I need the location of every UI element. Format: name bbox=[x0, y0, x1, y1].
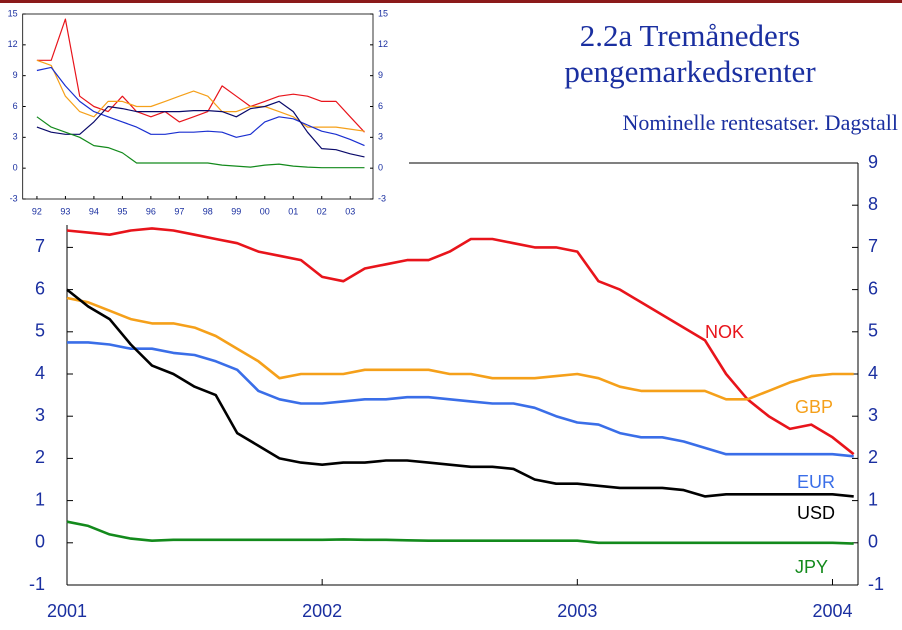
x-tick-label: 2002 bbox=[302, 601, 342, 621]
y2-tick-label: 3 bbox=[868, 405, 878, 425]
y2-tick-label: 3 bbox=[378, 132, 383, 142]
y-tick-label: 15 bbox=[8, 8, 18, 18]
series-line bbox=[67, 341, 854, 458]
series-line bbox=[66, 296, 854, 401]
y-tick-label: 6 bbox=[35, 278, 45, 298]
y2-tick-label: 6 bbox=[378, 101, 383, 111]
x-tick-label: 96 bbox=[146, 206, 156, 216]
y2-tick-label: 7 bbox=[868, 236, 878, 256]
series-line bbox=[36, 100, 365, 158]
y-tick-label: -3 bbox=[10, 193, 18, 203]
y2-tick-label: 9 bbox=[868, 152, 878, 172]
x-tick-label: 99 bbox=[231, 206, 241, 216]
series-label: JPY bbox=[795, 557, 828, 577]
x-tick-label: 94 bbox=[89, 206, 99, 216]
y2-tick-label: 0 bbox=[378, 163, 383, 173]
series-label: GBP bbox=[795, 397, 833, 417]
y-tick-label: 1 bbox=[35, 489, 45, 509]
series-line bbox=[36, 18, 365, 133]
x-tick-label: 03 bbox=[345, 206, 355, 216]
y2-tick-label: 5 bbox=[868, 321, 878, 341]
y-tick-label: -1 bbox=[29, 574, 45, 594]
y2-tick-label: 4 bbox=[868, 363, 878, 383]
x-tick-label: 93 bbox=[60, 206, 70, 216]
x-tick-label: 2004 bbox=[812, 601, 852, 621]
x-tick-label: 2001 bbox=[47, 601, 87, 621]
y2-tick-label: 1 bbox=[868, 489, 878, 509]
y-tick-label: 3 bbox=[13, 132, 18, 142]
y-tick-label: 0 bbox=[35, 532, 45, 552]
y2-tick-label: 0 bbox=[868, 532, 878, 552]
x-tick-label: 2003 bbox=[557, 601, 597, 621]
x-tick-label: 97 bbox=[174, 206, 184, 216]
y-tick-label: 7 bbox=[35, 236, 45, 256]
x-tick-label: 92 bbox=[32, 206, 42, 216]
y2-tick-label: 9 bbox=[378, 70, 383, 80]
top-bar bbox=[0, 0, 902, 3]
series-line bbox=[66, 520, 854, 545]
chart-title: 2.2a Tremåneders pengemarkedsrenter bbox=[564, 18, 816, 89]
y2-tick-label: -3 bbox=[378, 193, 386, 203]
series-line bbox=[66, 227, 855, 456]
x-tick-label: 95 bbox=[117, 206, 127, 216]
y-tick-label: 0 bbox=[13, 163, 18, 173]
title-box: 2.2a Tremåneders pengemarkedsrenter bbox=[470, 18, 902, 90]
y2-tick-label: 6 bbox=[868, 278, 878, 298]
chart-subtitle: Nominelle rentesatser. Dagstall bbox=[622, 110, 898, 135]
y2-tick-label: 8 bbox=[868, 194, 878, 214]
series-line bbox=[36, 116, 365, 169]
series-line bbox=[36, 66, 365, 147]
x-tick-label: 01 bbox=[288, 206, 298, 216]
series-label: EUR bbox=[797, 472, 835, 492]
y2-tick-label: 15 bbox=[378, 8, 388, 18]
x-tick-label: 00 bbox=[260, 206, 270, 216]
x-tick-label: 02 bbox=[317, 206, 327, 216]
series-label: USD bbox=[797, 503, 835, 523]
y-tick-label: 3 bbox=[35, 405, 45, 425]
y-tick-label: 5 bbox=[35, 321, 45, 341]
y-tick-label: 6 bbox=[13, 101, 18, 111]
series-line bbox=[66, 288, 854, 498]
y2-tick-label: 2 bbox=[868, 447, 878, 467]
y-tick-label: 9 bbox=[13, 70, 18, 80]
x-tick-label: 98 bbox=[203, 206, 213, 216]
y2-tick-label: -1 bbox=[868, 574, 884, 594]
y-tick-label: 12 bbox=[8, 39, 18, 49]
y2-tick-label: 12 bbox=[378, 39, 388, 49]
inset-background bbox=[0, 4, 409, 225]
y-tick-label: 4 bbox=[35, 363, 45, 383]
series-label: NOK bbox=[705, 322, 744, 342]
y-tick-label: 2 bbox=[35, 447, 45, 467]
series-line bbox=[36, 59, 365, 132]
